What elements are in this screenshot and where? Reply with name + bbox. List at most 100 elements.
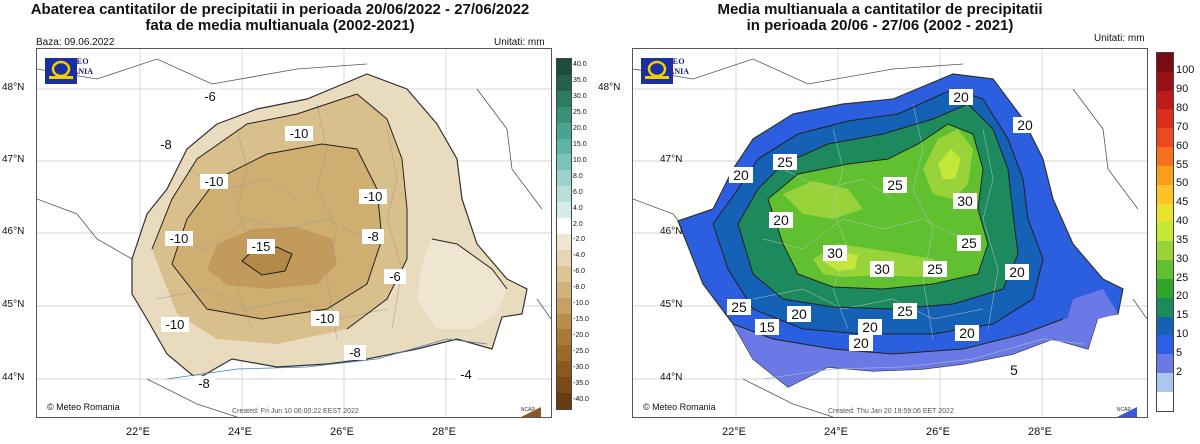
svg-text:20: 20 xyxy=(959,325,975,341)
colorbar-label: 35.0 xyxy=(573,77,587,85)
lon-label: 28°E xyxy=(1028,426,1052,438)
meteo-romania-logo: METEO ROMANIA xyxy=(640,57,698,121)
svg-text:25: 25 xyxy=(731,299,747,315)
colorbar-swatch xyxy=(1157,354,1173,374)
contour-label: 20 xyxy=(1013,117,1037,133)
mean-map-panel: Media multianuala a cantitatilor de prec… xyxy=(598,0,1200,444)
lat-label: 45°N xyxy=(660,299,683,310)
colorbar-label: 55 xyxy=(1176,158,1189,171)
contour-label: 25 xyxy=(773,154,797,170)
colorbar-swatch xyxy=(557,377,571,394)
colorbar-swatch xyxy=(557,59,571,75)
colorbar-label: 35 xyxy=(1176,233,1189,246)
anomaly-map-panel: Abaterea cantitatilor de precipitatii in… xyxy=(0,0,600,444)
colorbar-label: -8.0 xyxy=(573,284,586,292)
colorbar-swatch xyxy=(1157,297,1173,317)
units-label: Unitati: mm xyxy=(1094,33,1145,44)
colorbar-swatch xyxy=(1157,391,1173,411)
colorbar-swatch xyxy=(557,345,571,362)
svg-text:20: 20 xyxy=(862,319,878,335)
svg-text:20: 20 xyxy=(953,89,969,105)
lat-label: 48°N xyxy=(2,82,25,93)
colorbar-label: -40.0 xyxy=(573,395,589,403)
colorbar-swatch xyxy=(557,138,571,155)
units-label: Unitati: mm xyxy=(494,37,545,48)
contour-label: -10 xyxy=(165,231,193,246)
colorbar-swatch xyxy=(557,297,571,314)
colorbar-label: 25 xyxy=(1176,271,1189,284)
contour-label: 20 xyxy=(1005,264,1029,280)
contour-label: 20 xyxy=(955,325,979,341)
contour-label: 20 xyxy=(849,335,873,351)
anomaly-map: -6 -8 -10 -10 -10 -15 -8 -10 -6 -10 -10 … xyxy=(36,48,552,418)
colorbar-label: 2 xyxy=(1176,365,1183,378)
colorbar-label: -2.0 xyxy=(573,236,586,244)
meteo-romania-logo: METEO ROMANIA xyxy=(44,57,102,121)
lon-label: 24°E xyxy=(228,426,252,438)
created-timestamp: Created: Fri Jun 10 06:00:22 EEST 2022 xyxy=(232,408,359,415)
contour-label: 20 xyxy=(769,212,793,228)
anomaly-title-line2: fata de media multianuala (2002-2021) xyxy=(145,17,415,34)
lon-label: 22°E xyxy=(722,426,746,438)
contour-label: 20 xyxy=(787,306,811,322)
svg-text:-10: -10 xyxy=(170,231,189,246)
svg-text:30: 30 xyxy=(874,261,890,277)
svg-text:-10: -10 xyxy=(290,126,309,141)
svg-text:30: 30 xyxy=(827,245,843,261)
svg-text:20: 20 xyxy=(853,335,869,351)
colorbar-label: -20.0 xyxy=(573,331,589,339)
svg-text:-8: -8 xyxy=(367,229,379,244)
colorbar-label: -15.0 xyxy=(573,316,589,323)
lat-label: 46°N xyxy=(660,226,683,237)
colorbar-label: 10 xyxy=(1176,328,1189,341)
svg-text:20: 20 xyxy=(1009,264,1025,280)
contour-label: 20 xyxy=(949,89,973,105)
contour-label: 20 xyxy=(729,167,753,183)
colorbar-label: 25.0 xyxy=(573,109,587,117)
mean-title-line2: in perioada 20/06 - 27/06 (2002 - 2021) xyxy=(746,17,1014,34)
colorbar-label: 30 xyxy=(1176,252,1189,265)
anomaly-colorbar xyxy=(556,58,572,410)
colorbar-label: 30.0 xyxy=(573,93,587,101)
svg-text:25: 25 xyxy=(897,303,913,319)
credit-text: © Meteo Romania xyxy=(47,402,120,412)
lat-label: 45°N xyxy=(2,299,25,310)
colorbar-swatch xyxy=(1157,373,1173,392)
colorbar-label: 45 xyxy=(1176,196,1189,209)
colorbar-label: 15 xyxy=(1176,309,1189,322)
ncar-badge: NCAR xyxy=(1116,407,1137,417)
mean-title-line1: Media multianuala a cantitatilor de prec… xyxy=(717,1,1043,18)
colorbar-label: -10.0 xyxy=(573,300,589,308)
colorbar-swatch xyxy=(1157,335,1173,355)
colorbar-swatch xyxy=(557,90,571,107)
colorbar-label: -35.0 xyxy=(573,379,589,387)
lat-label: 46°N xyxy=(2,226,25,237)
svg-text:-8: -8 xyxy=(160,137,172,152)
colorbar-label: 70 xyxy=(1176,120,1189,133)
svg-text:-6: -6 xyxy=(204,89,216,104)
colorbar-swatch xyxy=(557,281,571,298)
base-date: Baza: 09.06.2022 xyxy=(36,37,115,48)
colorbar-swatch xyxy=(1157,90,1173,110)
colorbar-swatch xyxy=(1157,147,1173,166)
colorbar-label: -30.0 xyxy=(573,363,589,371)
svg-text:-8: -8 xyxy=(198,376,210,391)
lon-label: 22°E xyxy=(126,426,150,438)
contour-label: -8 xyxy=(362,229,384,244)
contour-label: -10 xyxy=(359,189,387,204)
svg-text:-6: -6 xyxy=(389,269,401,284)
svg-text:25: 25 xyxy=(927,261,943,277)
contour-label: -8 xyxy=(155,137,177,152)
colorbar-label: -25.0 xyxy=(573,347,589,355)
svg-text:20: 20 xyxy=(791,306,807,322)
colorbar-swatch xyxy=(557,393,571,409)
contour-label: -8 xyxy=(193,376,215,391)
colorbar-swatch xyxy=(1157,260,1173,279)
colorbar-label: 8.0 xyxy=(573,172,583,180)
colorbar-label: 10.0 xyxy=(573,156,587,164)
contour-label: 25 xyxy=(727,299,751,315)
colorbar-label: 2.0 xyxy=(573,220,583,228)
lon-label: 28°E xyxy=(432,426,456,438)
contour-label: -4 xyxy=(455,367,477,382)
contour-label: 30 xyxy=(823,245,847,261)
